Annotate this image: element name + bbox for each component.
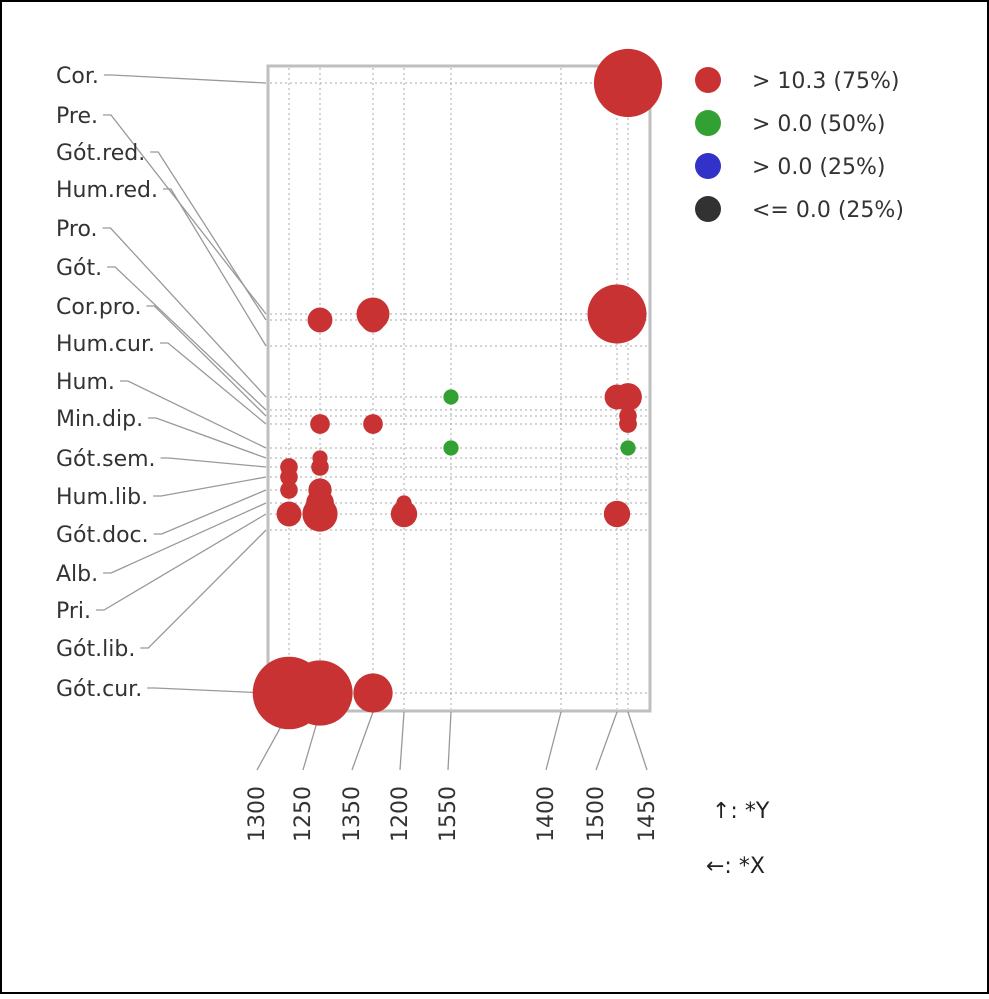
legend-label-1: > 0.0 (50%) — [752, 112, 885, 137]
y-leader-cor-pro — [146, 305, 267, 417]
y-leader-got-doc — [153, 489, 267, 535]
data-point-got-red-1350-6 — [360, 307, 386, 333]
data-point-hum-1450-19 — [620, 440, 636, 456]
y-leader-pri — [96, 513, 267, 611]
y-leader-alb — [103, 502, 267, 574]
x-tick-label-1450: 1450 — [635, 786, 660, 842]
y-leader-got-red — [150, 151, 267, 321]
y-tick-label-alb: Alb. — [56, 562, 98, 587]
legend-marker-2 — [695, 153, 721, 179]
y-tick-label-got-cur: Gót.cur. — [56, 677, 142, 702]
x-tick-label-1400: 1400 — [534, 786, 559, 842]
data-point-got-doc-1300-24 — [280, 481, 298, 499]
x-tick-label-1350: 1350 — [340, 786, 365, 842]
data-point-pro-1450-11 — [614, 383, 642, 411]
x-tick-label-1200: 1200 — [388, 786, 413, 842]
y-tick-label-hum-lib: Hum.lib. — [56, 485, 148, 510]
y-leader-pro — [102, 227, 267, 398]
x-leader-1550 — [447, 711, 452, 771]
data-point-hum-cur-1350-14 — [363, 414, 383, 434]
x-leader-1450 — [627, 711, 648, 771]
y-leader-hum-red — [162, 188, 267, 347]
x-leader-1400 — [545, 711, 562, 771]
data-point-pri-1200-30 — [390, 500, 418, 528]
x-axis-hint: ←: *X — [706, 854, 765, 879]
y-tick-label-got-doc: Gót.doc. — [56, 523, 149, 548]
y-tick-label-hum: Hum. — [56, 370, 115, 395]
legend-marker-3 — [695, 196, 721, 222]
data-point-hum-cur-1250-13 — [310, 414, 330, 434]
y-tick-label-got: Gót. — [56, 256, 102, 281]
y-leader-min-dip — [148, 417, 267, 459]
data-point-got-cur-1250-33 — [287, 660, 353, 726]
legend-marker-1 — [695, 110, 721, 136]
label-leader-lines — [96, 74, 648, 771]
data-point-pri-1300-28 — [276, 501, 302, 527]
x-tick-label-1250: 1250 — [291, 786, 316, 842]
y-tick-label-got-lib: Gót.lib. — [56, 637, 135, 662]
y-leader-got-sem — [160, 457, 267, 468]
legend-marker-0 — [695, 67, 721, 93]
data-point-pri-1500-31 — [603, 500, 631, 528]
legend-label-2: > 0.0 (25%) — [752, 155, 885, 180]
legend-label-0: > 10.3 (75%) — [752, 69, 899, 94]
legend-label-3: <= 0.0 (25%) — [752, 198, 904, 223]
y-tick-label-got-sem: Gót.sem. — [56, 447, 156, 472]
x-tick-label-1300: 1300 — [245, 786, 270, 842]
y-tick-label-cor-pro: Cor.pro. — [56, 295, 141, 320]
plot-frame — [266, 64, 652, 713]
y-tick-label-hum-red: Hum.red. — [56, 178, 158, 203]
y-leader-got — [107, 266, 267, 411]
data-point-hum-cur-1450-16 — [619, 415, 637, 433]
y-leader-hum-lib — [153, 476, 267, 497]
data-point-pri-1250-29 — [302, 496, 338, 532]
data-point-hum-lib-1300-23 — [280, 468, 298, 486]
data-point-got-red-1250-5 — [307, 307, 333, 333]
y-tick-label-hum-cur: Hum.cur. — [56, 332, 155, 357]
y-tick-label-min-dip: Min.dip. — [56, 407, 143, 432]
y-tick-label-cor: Cor. — [56, 64, 99, 89]
y-tick-label-pre: Pre. — [56, 104, 98, 129]
data-point-got-red-1450-7 — [611, 303, 645, 337]
y-tick-label-got-red: Gót.red. — [56, 141, 145, 166]
x-tick-label-1550: 1550 — [436, 786, 461, 842]
data-point-hum-1550-18 — [443, 440, 459, 456]
y-leader-got-lib — [140, 529, 267, 649]
legend: > 10.3 (75%) > 0.0 (50%) > 0.0 (25%) <= 0.0… — [695, 67, 904, 223]
y-leader-cor — [103, 74, 267, 84]
y-axis-labels: Cor. Pre. Gót.red. Hum.red. Pro. Gót. Cor.pro.… — [56, 64, 158, 702]
y-leader-got-cur — [147, 687, 267, 694]
x-tick-label-1500: 1500 — [584, 786, 609, 842]
y-leader-pre — [102, 114, 267, 315]
data-point-got-cur-1350-34 — [353, 673, 393, 713]
x-axis-labels: 1300 1250 1350 1200 1550 1400 1500 1450 — [245, 786, 660, 842]
x-leader-1500 — [595, 711, 618, 771]
y-tick-label-pri: Pri. — [56, 599, 91, 624]
data-point-cor-1450-1 — [593, 48, 663, 118]
x-leader-1200 — [399, 711, 405, 771]
y-leader-hum — [119, 380, 267, 449]
data-point-got-sem-1250-22 — [311, 458, 329, 476]
data-point-pro-1550-8 — [443, 389, 459, 405]
y-leader-hum-cur — [159, 342, 267, 425]
data-points — [252, 48, 663, 730]
y-tick-label-pro: Pro. — [56, 217, 98, 242]
y-axis-hint: ↑: *Y — [712, 799, 770, 824]
